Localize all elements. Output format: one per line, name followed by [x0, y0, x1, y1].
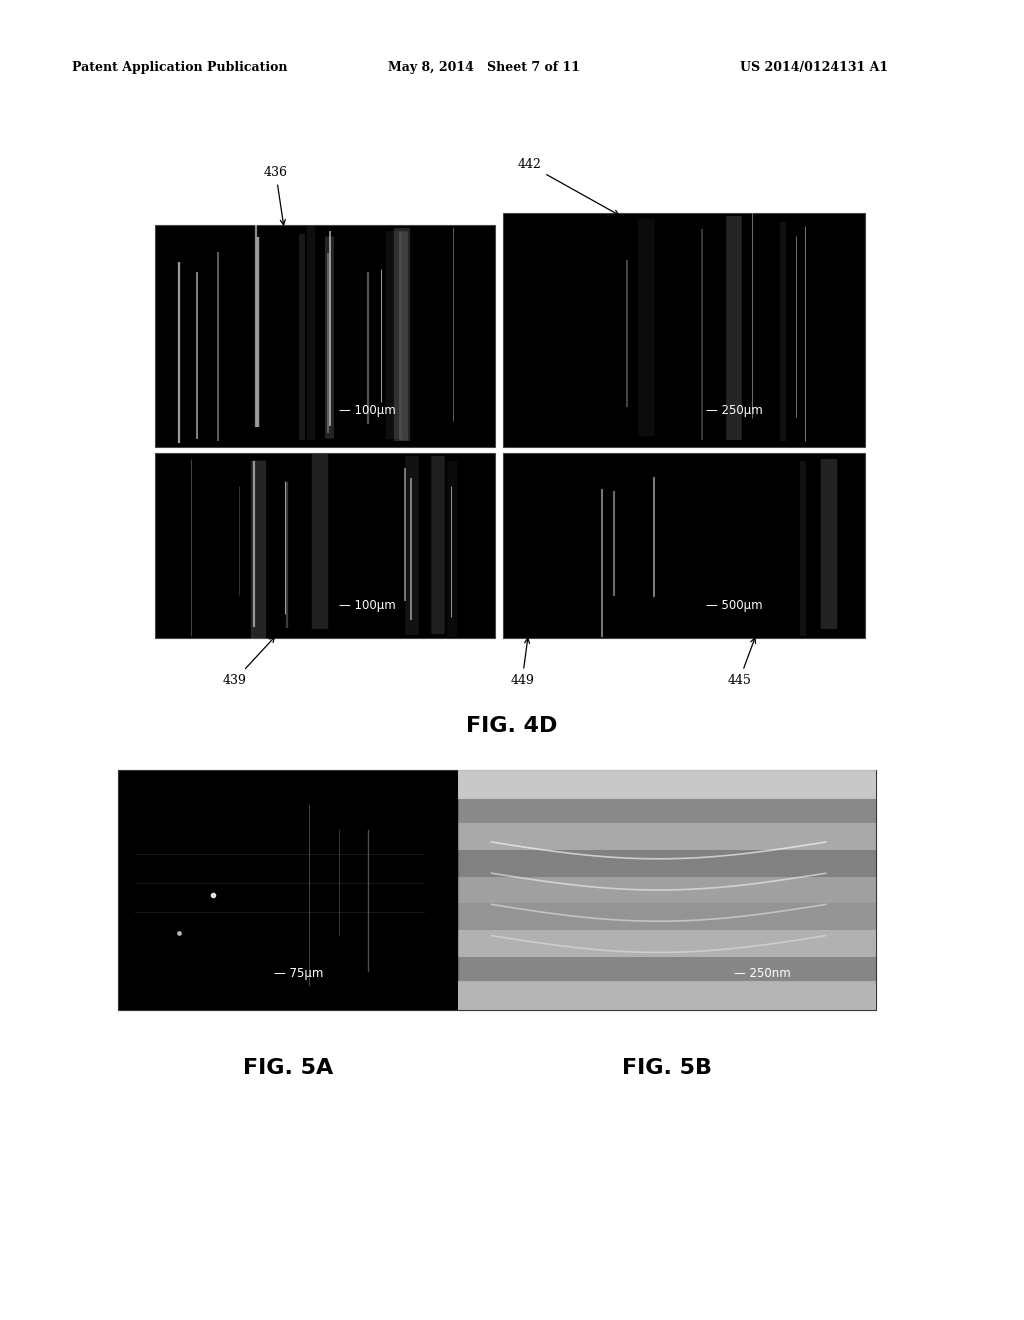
Bar	[503, 453, 865, 638]
Text: — 500μm: — 500μm	[706, 599, 762, 612]
Text: — 250μm: — 250μm	[706, 404, 763, 417]
Text: FIG. 4D: FIG. 4D	[466, 715, 558, 737]
Text: 442: 442	[517, 158, 618, 215]
Bar	[155, 224, 495, 447]
Bar	[458, 797, 876, 824]
Bar	[458, 770, 876, 799]
Text: Patent Application Publication: Patent Application Publication	[72, 62, 288, 74]
Bar	[458, 981, 876, 1010]
Bar	[458, 876, 876, 903]
Bar	[118, 770, 458, 1010]
Bar	[458, 957, 876, 983]
Bar	[458, 983, 876, 1010]
Text: US 2014/0124131 A1: US 2014/0124131 A1	[740, 62, 888, 74]
Bar	[458, 903, 876, 931]
Bar	[458, 770, 876, 1010]
Bar	[458, 824, 876, 850]
Text: — 75μm: — 75μm	[274, 968, 324, 979]
Text: 445: 445	[727, 638, 756, 686]
Bar	[458, 770, 876, 797]
Text: 436: 436	[264, 166, 288, 224]
Text: — 250nm: — 250nm	[734, 968, 791, 979]
Text: 449: 449	[510, 638, 535, 686]
Text: FIG. 5A: FIG. 5A	[243, 1059, 333, 1078]
Text: — 100μm: — 100μm	[339, 404, 395, 417]
Text: FIG. 5B: FIG. 5B	[622, 1059, 712, 1078]
Bar	[458, 931, 876, 957]
Bar	[503, 213, 865, 447]
Text: 439: 439	[223, 638, 274, 686]
Bar	[155, 453, 495, 638]
Text: May 8, 2014   Sheet 7 of 11: May 8, 2014 Sheet 7 of 11	[388, 62, 580, 74]
Bar	[458, 850, 876, 876]
Text: — 100μm: — 100μm	[339, 599, 395, 612]
